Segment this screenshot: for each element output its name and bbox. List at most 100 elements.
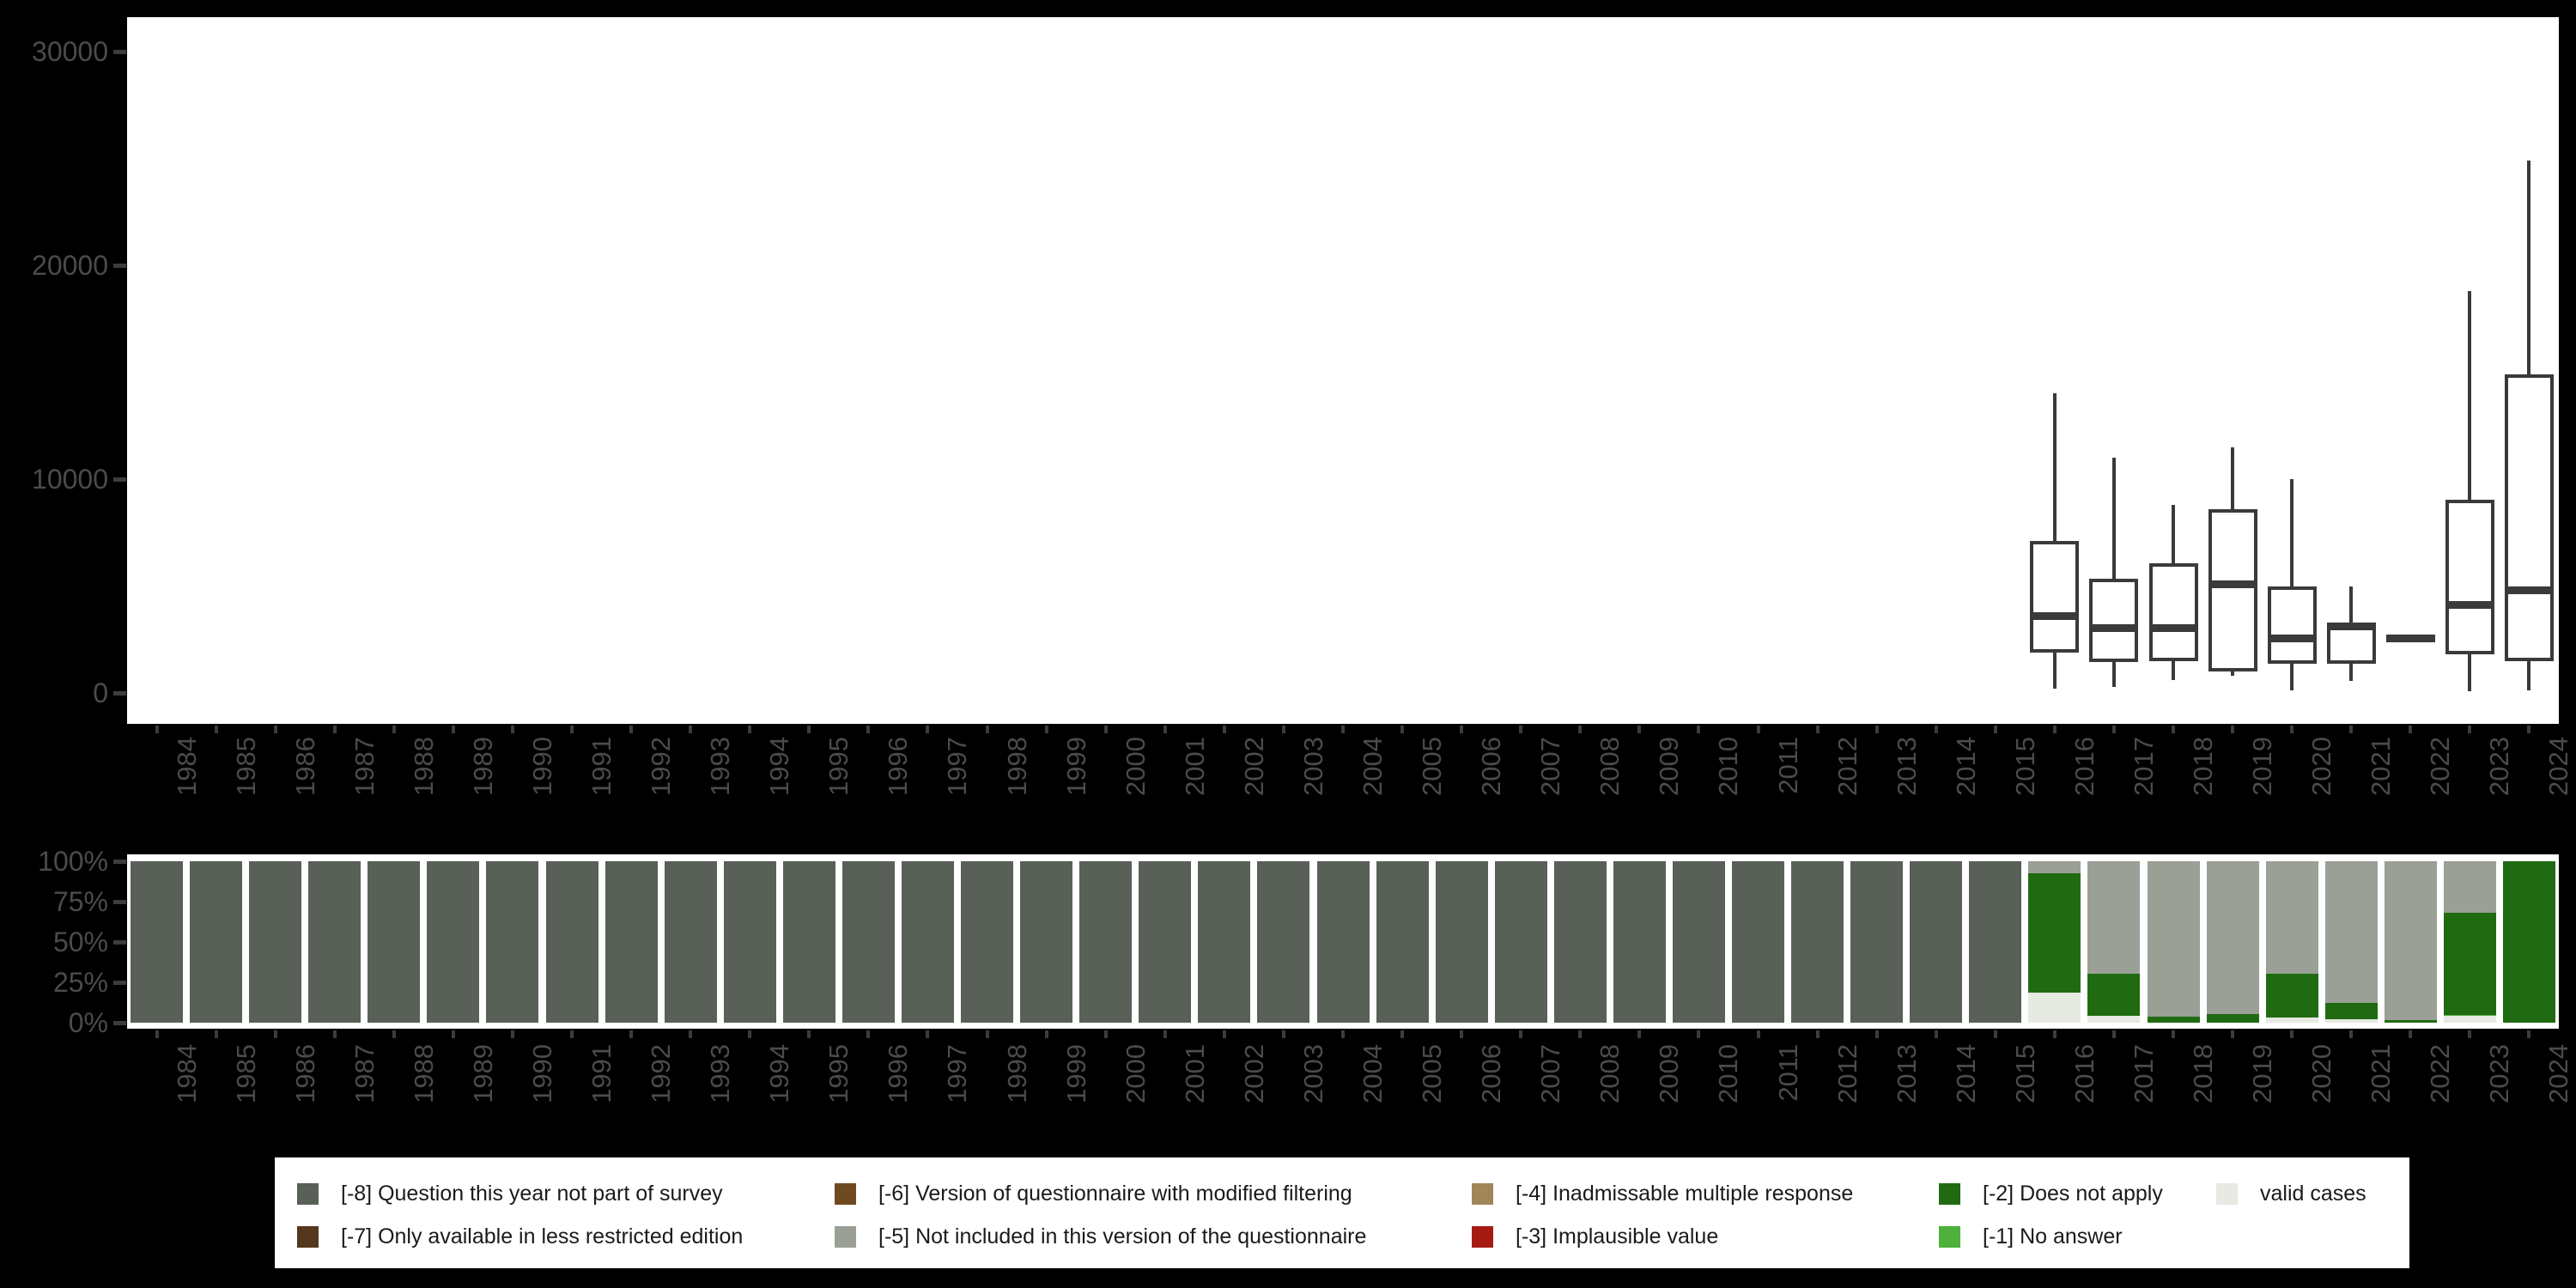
stacked-bar-xtick-2014 — [1934, 1030, 1938, 1038]
boxplot-year-label-1985: 1985 — [230, 737, 261, 796]
boxplot-ytick-mark — [113, 50, 126, 54]
bar-segment-m5-2016 — [2028, 861, 2081, 874]
bar-segment-valid-2023 — [2443, 1016, 2496, 1023]
stacked-bar-year-label-1995: 1995 — [823, 1044, 854, 1103]
stacked-bar-year-label-1986: 1986 — [289, 1044, 320, 1103]
stacked-bar-1997 — [901, 861, 954, 1023]
stacked-bar-xtick-1988 — [392, 1030, 396, 1038]
boxplot-year-label-2016: 2016 — [2069, 737, 2099, 796]
boxplot-xtick-1995 — [807, 726, 811, 733]
boxplot-year-label-2018: 2018 — [2188, 737, 2219, 796]
boxplot-ytick-mark — [113, 264, 126, 268]
stacked-bar-year-label-2020: 2020 — [2306, 1044, 2337, 1103]
bar-segment-m8-1989 — [427, 861, 480, 1023]
boxplot-year-label-2017: 2017 — [2128, 737, 2159, 796]
boxplot-xtick-1997 — [926, 726, 930, 733]
boxplot-xtick-1984 — [155, 726, 159, 733]
boxplot-year-label-1988: 1988 — [408, 737, 439, 796]
stacked-bar-year-label-1991: 1991 — [586, 1044, 617, 1103]
boxplot-year-label-2003: 2003 — [1297, 737, 1328, 796]
boxplot-median-2018 — [2148, 623, 2198, 632]
bar-segment-m8-1990 — [486, 861, 539, 1023]
stacked-bar-1995 — [782, 861, 835, 1023]
bar-segment-m8-1999 — [1020, 861, 1073, 1023]
stacked-bar-year-label-2017: 2017 — [2128, 1044, 2159, 1103]
bar-segment-m2-2022 — [2384, 1020, 2437, 1023]
boxplot-xtick-2011 — [1756, 726, 1760, 733]
boxplot-xtick-2008 — [1578, 726, 1583, 733]
stacked-bar-ytick-label: 50% — [52, 927, 108, 957]
boxplot-xtick-2019 — [2231, 726, 2235, 733]
boxplot-year-label-2002: 2002 — [1238, 737, 1269, 796]
boxplot-ytick-label: 10000 — [32, 464, 108, 495]
boxplot-ytick-label: 0 — [93, 677, 108, 708]
stacked-bar-ytick-mark — [113, 1021, 126, 1025]
bar-segment-m2-2021 — [2324, 1003, 2378, 1020]
boxplot-year-label-2020: 2020 — [2306, 737, 2337, 796]
stacked-bar-year-label-2022: 2022 — [2425, 1044, 2456, 1103]
stacked-bar-xtick-1999 — [1044, 1030, 1048, 1038]
stacked-bar-year-label-1998: 1998 — [1001, 1044, 1032, 1103]
boxplot-year-label-1984: 1984 — [171, 737, 202, 796]
stacked-bar-year-label-1992: 1992 — [646, 1044, 677, 1103]
boxplot-xtick-2024 — [2527, 726, 2531, 733]
legend-label-valid: valid cases — [2260, 1182, 2366, 1206]
stacked-bar-year-label-2011: 2011 — [1772, 1044, 1803, 1102]
stacked-bar-xtick-2002 — [1222, 1030, 1226, 1038]
stacked-bar-2020 — [2265, 861, 2318, 1023]
stacked-bar-xtick-2006 — [1460, 1030, 1464, 1038]
stacked-bar-1984 — [131, 861, 184, 1023]
stacked-bar-xtick-2003 — [1281, 1030, 1285, 1038]
boxplot-xtick-2015 — [1993, 726, 1997, 733]
stacked-bar-1988 — [368, 861, 421, 1023]
stacked-bar-year-label-1993: 1993 — [705, 1044, 736, 1103]
bar-segment-m8-2008 — [1553, 861, 1607, 1023]
stacked-bar-year-label-2006: 2006 — [1476, 1044, 1507, 1103]
stacked-bar-2009 — [1613, 861, 1666, 1023]
legend-label-m3: [-3] Implausible value — [1516, 1224, 1719, 1249]
boxplot-box-2019 — [2208, 508, 2257, 672]
boxplot-year-label-1991: 1991 — [586, 737, 617, 796]
boxplot-year-label-2009: 2009 — [1654, 737, 1685, 796]
stacked-bar-year-label-2014: 2014 — [1950, 1044, 1981, 1103]
boxplot-year-label-2000: 2000 — [1120, 737, 1151, 796]
stacked-bar-2007 — [1494, 861, 1547, 1023]
boxplot-year-label-2023: 2023 — [2484, 737, 2515, 796]
boxplot-year-label-1987: 1987 — [349, 737, 380, 796]
bar-segment-valid-2017 — [2087, 1015, 2141, 1023]
stacked-bar-2012 — [1791, 861, 1844, 1023]
boxplot-box-2024 — [2504, 374, 2554, 661]
bar-segment-m8-2015 — [1969, 861, 2022, 1023]
boxplot-box-2017 — [2089, 578, 2139, 662]
boxplot-year-label-2001: 2001 — [1179, 737, 1210, 796]
stacked-bar-2002 — [1198, 861, 1251, 1023]
legend-label-m6: [-6] Version of questionnaire with modif… — [878, 1182, 1352, 1206]
stacked-bar-2016 — [2028, 861, 2081, 1023]
boxplot-xtick-2007 — [1519, 726, 1523, 733]
stacked-bar-xtick-1985 — [214, 1030, 218, 1038]
stacked-bar-ytick-mark — [113, 940, 126, 945]
stacked-bar-xtick-2011 — [1756, 1030, 1760, 1038]
bar-segment-m8-1988 — [368, 861, 421, 1023]
stacked-bar-xtick-2020 — [2290, 1030, 2294, 1038]
stacked-bar-year-label-2000: 2000 — [1120, 1044, 1151, 1103]
bar-segment-m8-1992 — [605, 861, 658, 1023]
stacked-bar-2021 — [2324, 861, 2378, 1023]
boxplot-year-label-2011: 2011 — [1772, 737, 1803, 794]
boxplot-year-label-1994: 1994 — [764, 737, 795, 796]
stacked-bar-year-label-1990: 1990 — [526, 1044, 557, 1103]
boxplot-box-2023 — [2445, 499, 2494, 655]
bar-segment-m2-2020 — [2265, 973, 2318, 1018]
stacked-bar-xtick-2005 — [1400, 1030, 1405, 1038]
boxplot-median-2017 — [2089, 623, 2139, 632]
legend-label-m7: [-7] Only available in less restricted e… — [341, 1224, 744, 1249]
stacked-bar-1989 — [427, 861, 480, 1023]
stacked-bar-year-label-1994: 1994 — [764, 1044, 795, 1103]
boxplot-box-2020 — [2267, 586, 2317, 664]
stacked-bar-year-label-2018: 2018 — [2188, 1044, 2219, 1103]
boxplot-xtick-2000 — [1103, 726, 1108, 733]
bar-segment-m8-2005 — [1376, 861, 1429, 1023]
boxplot-xtick-1992 — [629, 726, 634, 733]
legend-swatch-m4 — [1472, 1183, 1493, 1205]
bar-segment-m8-2013 — [1850, 861, 1904, 1023]
